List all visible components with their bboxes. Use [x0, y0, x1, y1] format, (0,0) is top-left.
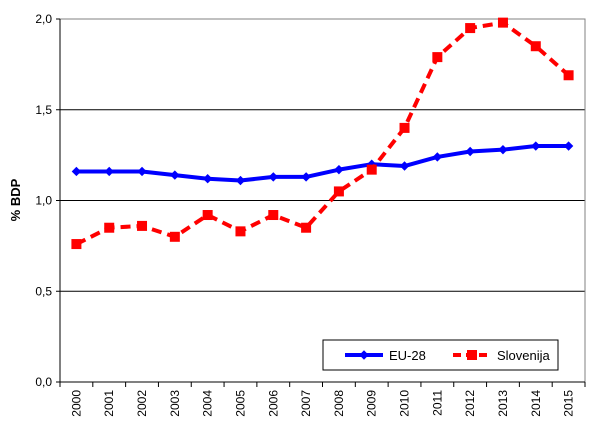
x-tick-label: 2013 [496, 390, 510, 417]
data-point-slovenija [366, 164, 377, 175]
data-point-slovenija [104, 222, 115, 233]
x-tick-label: 2011 [430, 390, 444, 416]
series [71, 17, 574, 250]
data-point-eu-28 [399, 161, 410, 171]
tick-labels: 0,0 0,5 1,0 1,5 2,0 2000 2001 2002 2003 2004 2005 2… [35, 12, 575, 417]
y-tick-label: 2,0 [35, 12, 52, 26]
y-tick-label: 0,0 [35, 375, 52, 389]
data-point-slovenija [235, 226, 246, 237]
legend-entry-slovenija: Slovenija [453, 348, 551, 363]
series-line-eu-28 [76, 144, 569, 183]
data-point-slovenija [465, 23, 476, 34]
x-tick-label: 2003 [168, 390, 182, 417]
data-point-eu-28 [235, 175, 246, 186]
legend-label-eu-28: EU-28 [389, 348, 426, 363]
x-tick-label: 2010 [398, 390, 412, 417]
x-tick-label: 2007 [299, 390, 313, 417]
legend-marker-slovenija [467, 350, 477, 360]
y-tick-label: 0,5 [35, 284, 52, 298]
data-point-slovenija [399, 122, 410, 133]
data-point-slovenija [530, 41, 541, 52]
data-point-slovenija [71, 239, 82, 250]
data-point-eu-28 [563, 141, 574, 151]
y-tick-label: 1,5 [35, 103, 52, 117]
data-point-eu-28 [202, 174, 213, 184]
data-point-eu-28 [498, 144, 508, 155]
data-point-slovenija [301, 222, 312, 233]
data-point-eu-28 [432, 152, 443, 162]
x-tick-label: 2009 [365, 390, 379, 417]
y-tick-label: 1,0 [35, 194, 52, 208]
data-point-eu-28 [268, 172, 278, 182]
y-axis-label: % BDP [8, 178, 23, 221]
x-tick-label: 2008 [332, 390, 346, 417]
x-tick-label: 2015 [562, 390, 576, 417]
x-tick-label: 2001 [102, 390, 116, 417]
data-point-eu-28 [137, 166, 147, 177]
series-line-slovenija [75, 20, 570, 246]
x-tick-label: 2012 [463, 390, 477, 417]
data-point-slovenija [137, 220, 148, 231]
x-tick-label: 2004 [201, 390, 215, 417]
data-point-eu-28 [465, 146, 475, 157]
x-tick-label: 2005 [233, 390, 247, 417]
data-point-eu-28 [71, 166, 82, 177]
series-eu-28 [71, 141, 574, 186]
data-point-eu-28 [301, 172, 311, 182]
legend-entry-eu-28: EU-28 [345, 348, 426, 363]
x-tick-label: 2002 [135, 390, 149, 417]
x-tick-label: 2006 [266, 390, 280, 417]
gridlines [60, 18, 585, 292]
data-point-slovenija [202, 210, 213, 221]
data-point-slovenija [268, 210, 279, 221]
data-point-slovenija [333, 186, 344, 197]
data-point-slovenija [563, 70, 574, 81]
data-point-eu-28 [334, 164, 344, 175]
legend-label-slovenija: Slovenija [497, 348, 551, 363]
data-point-eu-28 [170, 170, 180, 180]
legend-marker-eu-28 [359, 350, 369, 360]
axes [56, 18, 586, 387]
data-point-eu-28 [104, 166, 114, 177]
x-tick-label: 2014 [529, 390, 543, 417]
data-point-slovenija [432, 52, 443, 63]
data-point-eu-28 [531, 141, 541, 151]
series-slovenija [71, 17, 574, 250]
data-point-slovenija [169, 231, 180, 242]
data-point-slovenija [497, 17, 508, 28]
legend: EU-28 Slovenija [322, 339, 559, 371]
x-tick-label: 2000 [69, 390, 83, 417]
